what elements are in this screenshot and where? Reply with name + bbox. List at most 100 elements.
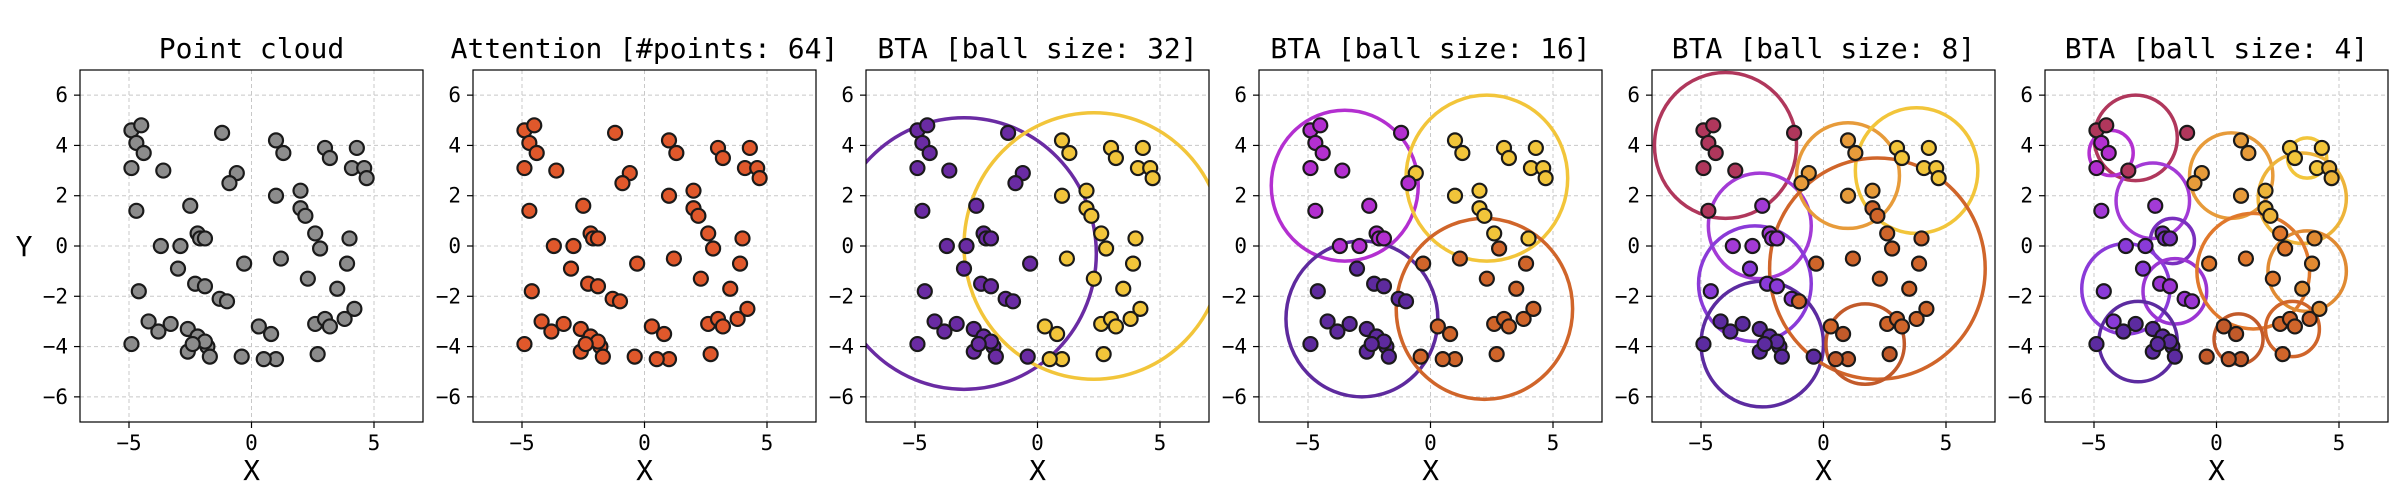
data-point-29: [1348, 260, 1366, 277]
data-point-44: [948, 315, 965, 333]
data-point-6: [1727, 162, 1744, 179]
data-point-19: [321, 149, 338, 167]
data-point-60: [2274, 346, 2291, 363]
data-point-61: [255, 351, 272, 368]
data-point-52: [1036, 318, 1053, 335]
data-point-36: [2272, 225, 2289, 242]
data-point-35: [2237, 250, 2254, 267]
data-point-20: [1134, 139, 1151, 157]
ball-circle-1: [866, 116, 1099, 392]
data-point-8: [575, 197, 592, 214]
data-point-9: [606, 124, 624, 141]
data-point-34: [1415, 255, 1432, 272]
y-tick-label: 4: [841, 133, 854, 157]
data-point-45: [543, 323, 560, 340]
data-point-34: [2201, 255, 2218, 272]
data-point-23: [1537, 170, 1554, 187]
y-tick-label: −2: [436, 284, 461, 308]
data-point-14: [660, 187, 678, 204]
data-point-62: [1019, 348, 1036, 365]
data-point-45: [1722, 323, 1739, 340]
data-point-23: [1144, 170, 1161, 187]
data-point-6: [2120, 162, 2137, 179]
y-tick-label: 6: [1627, 83, 1640, 107]
data-point-20: [741, 139, 758, 157]
data-point-60: [702, 346, 719, 363]
data-point-42: [523, 283, 540, 300]
data-point-40: [692, 270, 709, 287]
data-point-33: [1004, 293, 1022, 310]
data-point-25: [1744, 237, 1761, 255]
data-point-31: [1768, 278, 1786, 295]
data-point-51: [201, 348, 218, 365]
data-point-36: [1879, 225, 1896, 242]
data-point-43: [926, 313, 943, 330]
data-point-40: [1478, 270, 1495, 287]
data-point-4: [2100, 144, 2117, 162]
data-point-20: [348, 139, 365, 157]
data-point-51: [594, 348, 611, 365]
data-point-17: [690, 207, 707, 224]
data-point-45: [150, 323, 167, 340]
data-point-9: [1392, 124, 1410, 141]
data-point-29: [562, 260, 580, 277]
data-point-28: [1375, 230, 1393, 247]
data-point-13: [668, 144, 685, 162]
data-point-13: [1454, 144, 1471, 162]
data-point-44: [1341, 315, 1358, 333]
data-point-28: [1768, 230, 1786, 247]
data-point-46: [123, 335, 140, 353]
y-tick-label: 0: [841, 234, 854, 258]
data-point-60: [1881, 346, 1898, 363]
x-tick-label: 5: [1940, 431, 1953, 455]
data-point-42: [1309, 283, 1326, 300]
data-point-13: [2240, 144, 2257, 162]
data-point-2: [2098, 117, 2115, 134]
ball-circle-1: [1269, 108, 1420, 263]
data-point-60: [309, 346, 326, 363]
data-point-9: [214, 124, 231, 141]
ball-circle-3: [2114, 161, 2192, 241]
data-point-7: [521, 202, 538, 219]
data-point-2: [919, 117, 936, 134]
data-point-7: [914, 202, 931, 219]
data-point-9: [1785, 124, 1803, 141]
data-point-31: [982, 278, 1000, 295]
data-point-14: [1839, 187, 1857, 204]
data-point-33: [1790, 293, 1808, 310]
y-tick-label: 4: [55, 133, 68, 157]
data-point-11: [614, 175, 631, 192]
data-point-4: [528, 144, 545, 162]
data-point-38: [734, 230, 751, 247]
data-point-15: [1864, 182, 1881, 199]
data-point-57: [1893, 318, 1911, 335]
data-point-19: [1107, 149, 1125, 167]
data-point-13: [1061, 144, 1078, 162]
x-tick-label: 5: [1547, 431, 1560, 455]
data-point-23: [751, 170, 768, 187]
data-point-64: [1756, 335, 1773, 353]
data-point-52: [643, 318, 660, 335]
data-point-34: [1022, 255, 1039, 272]
data-point-44: [162, 315, 179, 333]
data-point-12: [1839, 132, 1857, 149]
data-point-12: [1446, 132, 1464, 149]
data-point-64: [1363, 335, 1380, 353]
y-tick-label: −2: [1222, 284, 1247, 308]
ball-group: [1652, 70, 1987, 409]
x-axis-label: X: [1815, 454, 1832, 487]
data-point-14: [267, 187, 285, 204]
data-point-43: [533, 313, 550, 330]
x-tick-label: 0: [638, 431, 651, 455]
x-tick-label: 5: [368, 431, 381, 455]
chart-panel-4: −5 0 5 6 4 2 0 −2 −4 −6 BTA [ball size: 16] X: [1222, 32, 1603, 487]
data-point-58: [336, 310, 353, 328]
y-tick-label: 6: [1234, 83, 1247, 107]
data-point-5: [1695, 159, 1712, 177]
ball-circle-5: [1794, 121, 1902, 231]
data-point-14: [2232, 187, 2250, 204]
x-tick-label: 5: [1154, 431, 1167, 455]
data-point-57: [714, 318, 732, 335]
data-point-15: [1471, 182, 1488, 199]
